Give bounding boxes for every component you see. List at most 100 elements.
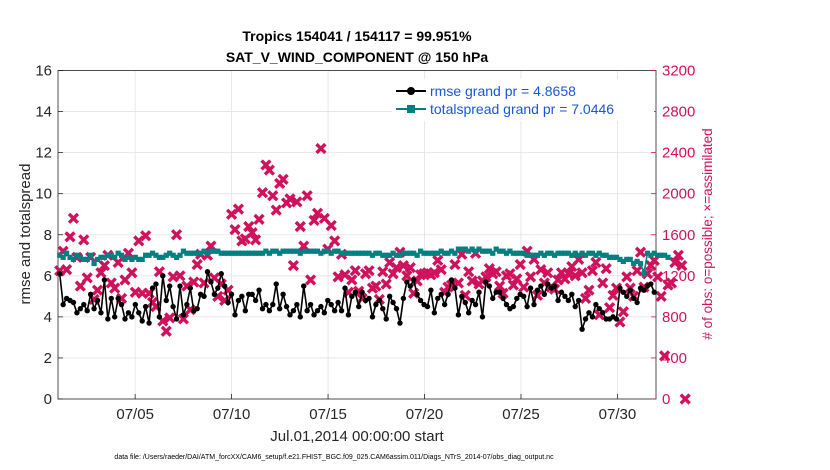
rmse-point <box>424 303 431 310</box>
totalspread-point <box>308 248 314 254</box>
totalspread-point <box>431 250 437 256</box>
rmse-point <box>541 291 548 297</box>
rmse-point <box>534 287 541 293</box>
obs-point <box>463 266 475 278</box>
rmse-point <box>617 285 623 291</box>
rmse-point <box>562 293 568 300</box>
obs-point <box>370 280 382 292</box>
obs-point <box>91 284 104 296</box>
totalspread-point <box>359 250 365 256</box>
obs-point <box>298 240 310 252</box>
rmse-point <box>527 285 534 291</box>
rmse-point <box>108 295 114 302</box>
obs-point <box>250 234 262 246</box>
totalspread-point <box>194 250 200 256</box>
totalspread-point <box>180 248 187 254</box>
x-tick-label: 07/10 <box>213 406 251 423</box>
rmse-point <box>215 285 221 291</box>
totalspread-point <box>665 254 671 260</box>
totalspread-point <box>417 248 424 254</box>
obs-point <box>535 264 547 276</box>
totalspread-point <box>658 252 664 258</box>
totalspread-point <box>510 250 516 256</box>
obs-point <box>308 214 320 226</box>
totalspread-point <box>253 250 259 256</box>
rmse-point <box>249 291 255 297</box>
rmse-point <box>593 301 599 308</box>
totalspread-point <box>294 248 300 254</box>
totalspread-point <box>373 250 379 256</box>
obs-point <box>542 267 554 279</box>
rmse-point <box>118 301 125 308</box>
totalspread-point <box>335 248 341 254</box>
totalspread-point <box>304 248 310 254</box>
rmse-point <box>569 291 575 297</box>
obs-point <box>126 267 138 279</box>
rmse-point <box>520 293 527 300</box>
totalspread-point <box>569 252 575 258</box>
totalspread-point <box>146 252 152 258</box>
rmse-point <box>314 308 321 314</box>
totalspread-point <box>149 250 156 256</box>
rmse-point <box>435 295 441 302</box>
totalspread-point <box>173 254 180 260</box>
totalspread-point <box>63 250 70 256</box>
obs-point <box>676 259 688 272</box>
rmse-point <box>112 314 118 320</box>
totalspread-point <box>163 252 169 258</box>
totalspread-point <box>328 250 334 256</box>
totalspread-point <box>527 252 534 258</box>
totalspread-point <box>362 250 369 256</box>
rmse-point <box>390 299 396 306</box>
totalspread-point <box>390 250 396 256</box>
rmse-point <box>136 310 142 316</box>
totalspread-point <box>215 248 221 254</box>
totalspread-point <box>637 260 644 267</box>
rmse-point <box>276 305 283 312</box>
chart-title-line1: Tropics 154041 / 154117 = 99.951% <box>242 28 472 44</box>
totalspread-point <box>479 248 486 254</box>
totalspread-point <box>352 250 358 256</box>
totalspread-point <box>393 252 400 258</box>
obs-point <box>607 289 619 301</box>
rmse-point <box>383 316 389 322</box>
y-axis-label-left: rmse and totalspread <box>17 164 34 305</box>
totalspread-point <box>356 250 362 256</box>
totalspread-point <box>655 252 661 258</box>
rmse-point <box>414 291 420 297</box>
obs-point <box>170 229 183 241</box>
y-tick-label-left: 16 <box>35 63 52 80</box>
totalspread-point <box>345 250 352 256</box>
rmse-point <box>263 301 269 308</box>
obs-point <box>140 230 152 242</box>
totalspread-point <box>565 250 571 256</box>
totalspread-point <box>287 248 293 254</box>
totalspread-point <box>521 250 527 256</box>
totalspread-point <box>342 250 348 256</box>
totalspread-point <box>60 254 66 260</box>
rmse-point <box>256 287 262 293</box>
totalspread-point <box>421 250 427 256</box>
y-tick-label-right: 3200 <box>662 63 695 80</box>
totalspread-point <box>167 250 173 256</box>
totalspread-point <box>514 250 520 256</box>
totalspread-point <box>160 254 166 260</box>
rmse-point <box>476 289 482 295</box>
obs-point <box>494 280 506 292</box>
obs-point <box>160 325 172 337</box>
rmse-point <box>490 295 496 302</box>
totalspread-point <box>620 258 626 265</box>
obs-point <box>95 267 107 279</box>
rmse-point <box>349 293 355 300</box>
rmse-point <box>510 303 517 310</box>
rmse-point <box>74 310 80 316</box>
rmse-point <box>531 301 537 308</box>
legend-marker-rmse <box>407 87 415 95</box>
rmse-point <box>634 299 640 306</box>
rmse-point <box>630 295 637 302</box>
obs-point <box>576 267 588 279</box>
totalspread-point <box>476 246 482 252</box>
obs-point <box>452 277 464 289</box>
obs-point <box>304 274 317 286</box>
rmse-point <box>208 279 214 285</box>
